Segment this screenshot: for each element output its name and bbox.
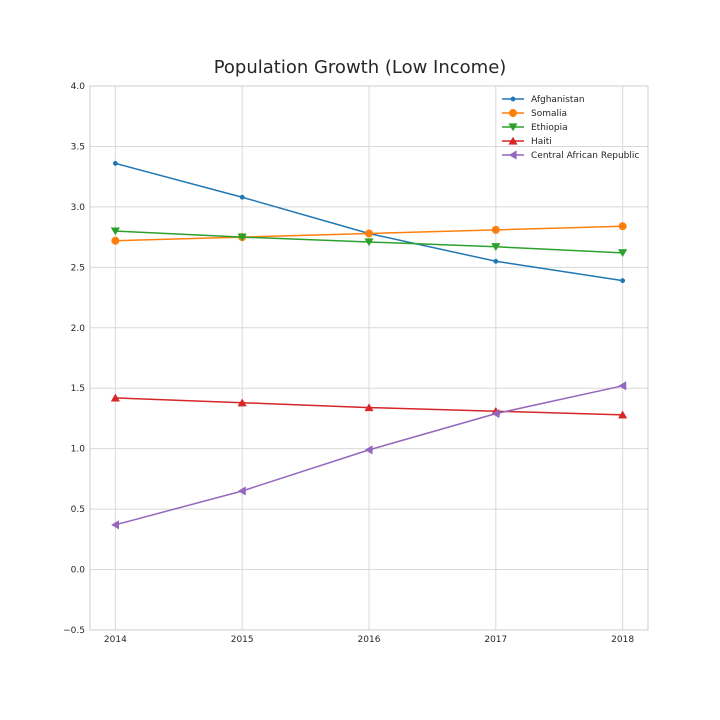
legend-item: Ethiopia: [502, 123, 568, 133]
plot-frame: [89, 85, 649, 631]
data-point: [618, 381, 627, 391]
legend-marker: [508, 108, 518, 118]
data-point: [618, 222, 627, 231]
y-tick-label: 4.0: [71, 82, 86, 92]
legend-marker: [508, 123, 518, 132]
legend-item: Afghanistan: [502, 95, 585, 105]
y-axis-ticks: −0.5 0.0 0.5 1.0 1.5 2.0 2.5 3.0 3.5 4.0: [63, 82, 85, 636]
y-tick-label: 3.0: [71, 203, 86, 213]
legend-marker: [510, 96, 516, 102]
data-point: [237, 233, 247, 242]
x-tick-label: 2015: [231, 635, 254, 645]
data-point: [617, 410, 628, 419]
x-tick-label: 2018: [611, 635, 634, 645]
legend-label: Ethiopia: [531, 123, 568, 133]
y-tick-label: 2.0: [71, 324, 86, 334]
x-tick-label: 2014: [104, 635, 127, 645]
legend: Afghanistan Somalia Ethiopia Haiti Central A…: [502, 95, 639, 161]
series-somalia: [111, 222, 627, 245]
y-tick-label: 0.5: [71, 505, 85, 515]
data-point: [237, 486, 246, 496]
data-point: [364, 238, 374, 247]
series-group: [110, 160, 628, 530]
data-point: [617, 249, 628, 258]
y-tick-label: 0.0: [71, 566, 86, 576]
y-tick-label: −0.5: [63, 626, 85, 636]
y-tick-label: 3.5: [71, 142, 85, 152]
data-point: [111, 520, 119, 530]
data-point: [491, 408, 500, 419]
legend-item: Central African Republic: [502, 150, 639, 161]
data-point: [491, 225, 500, 234]
legend-item: Somalia: [502, 108, 567, 119]
legend-marker: [508, 150, 517, 160]
legend-item: Haiti: [502, 136, 552, 147]
data-point: [364, 445, 373, 455]
data-point: [111, 236, 120, 245]
data-point: [110, 393, 121, 402]
data-point: [620, 278, 626, 284]
chart-title: Population Growth (Low Income): [214, 57, 507, 78]
legend-label: Haiti: [531, 137, 552, 147]
x-axis-ticks: 2014 2015 2016 2017 2018: [104, 635, 634, 645]
legend-label: Somalia: [531, 109, 567, 119]
y-tick-label: 1.0: [71, 445, 86, 455]
legend-label: Central African Republic: [531, 151, 639, 161]
data-point: [364, 403, 374, 412]
y-tick-label: 1.5: [71, 384, 85, 394]
data-point: [493, 258, 499, 264]
series-central-african-republic: [111, 381, 627, 530]
legend-marker: [508, 136, 518, 145]
series-ethiopia: [110, 227, 628, 258]
data-point: [237, 398, 247, 407]
data-point: [491, 243, 501, 252]
data-point: [364, 229, 374, 238]
data-point: [110, 227, 121, 236]
y-tick-label: 2.5: [71, 263, 85, 273]
grid: [90, 85, 648, 631]
x-tick-label: 2016: [358, 635, 381, 645]
data-point: [112, 160, 118, 166]
x-tick-label: 2017: [484, 635, 507, 645]
legend-label: Afghanistan: [531, 95, 585, 105]
data-point: [239, 194, 245, 200]
